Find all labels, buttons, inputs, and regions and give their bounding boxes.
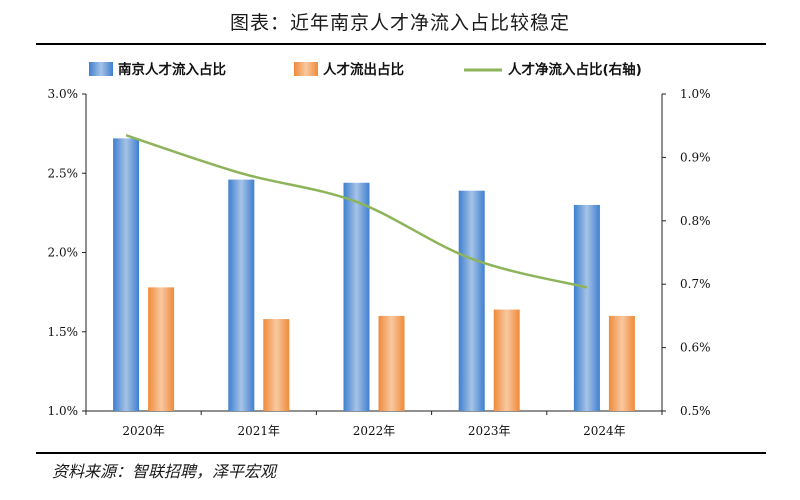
legend-label-inflow: 南京人才流入占比 — [118, 61, 226, 78]
y-left-tick-label: 3.0% — [48, 87, 79, 101]
y-right-tick-label: 0.5% — [680, 404, 711, 418]
x-tick-label: 2022年 — [353, 424, 396, 438]
y-right-tick-label: 0.6% — [680, 341, 711, 355]
legend-swatch-inflow — [89, 62, 113, 76]
page-title: 图表：近年南京人才净流入占比较稳定 — [229, 12, 570, 34]
y-right-tick-label: 1.0% — [680, 87, 711, 101]
bar-outflow — [608, 315, 635, 411]
source-note: 资料来源：智联招聘，泽平宏观 — [52, 462, 277, 481]
y-left-tick-label: 1.5% — [48, 325, 79, 339]
y-left-tick-label: 1.0% — [48, 404, 79, 418]
bar-outflow — [148, 287, 175, 411]
y-right-tick-label: 0.9% — [680, 150, 711, 164]
line-series — [125, 134, 588, 289]
x-tick-label: 2021年 — [238, 424, 281, 438]
bar-inflow — [343, 182, 370, 411]
top-rule — [36, 43, 766, 45]
bar-outflow — [263, 319, 290, 411]
x-tick-label: 2020年 — [122, 424, 165, 438]
bar-inflow — [228, 179, 255, 411]
bar-outflow — [493, 309, 520, 411]
x-tick-label: 2023年 — [468, 424, 511, 438]
net-inflow-line — [125, 134, 588, 289]
y-left-tick-label: 2.0% — [48, 246, 79, 260]
legend-swatch-outflow — [294, 62, 318, 76]
bar-inflow — [458, 190, 485, 411]
bars — [113, 138, 635, 411]
axes: 1.0% 1.5% 2.0% 2.5% 3.0% 0.5% 0.6% 0.7% 0.8% 0.9%… — [48, 87, 711, 438]
legend: 南京人才流入占比 人才流出占比 人才净流入占比(右轴) — [89, 61, 642, 78]
legend-label-net: 人才净流入占比(右轴) — [508, 61, 642, 78]
bottom-rule — [36, 452, 766, 454]
bar-inflow — [113, 138, 140, 411]
legend-label-outflow: 人才流出占比 — [323, 61, 404, 78]
x-tick-label: 2024年 — [583, 424, 626, 438]
bar-inflow — [573, 204, 600, 411]
y-right-tick-label: 0.8% — [680, 214, 711, 228]
bar-outflow — [378, 315, 405, 411]
y-right-tick-label: 0.7% — [680, 277, 711, 291]
y-left-tick-label: 2.5% — [48, 166, 79, 180]
